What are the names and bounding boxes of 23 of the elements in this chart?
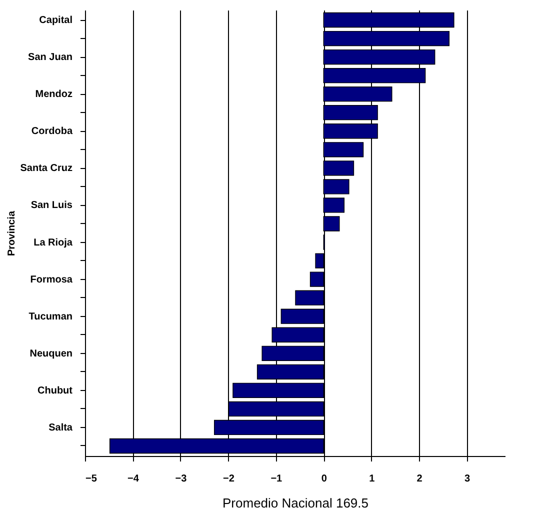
y-tick-label: Neuquen: [30, 348, 72, 360]
y-tick-label: Salta: [48, 422, 73, 434]
x-tick-label: −3: [175, 474, 188, 484]
x-tick-label: −2: [222, 474, 235, 484]
y-tick-label: Santa Cruz: [20, 163, 72, 174]
y-tick-label: Formosa: [30, 274, 73, 286]
x-tick-label: −4: [128, 474, 140, 484]
x-axis-title: Promedio Nacional 169.5: [222, 496, 368, 510]
y-tick-label: San Juan: [28, 52, 72, 64]
x-tick-label: 1: [369, 474, 376, 484]
x-tick-label: 0: [321, 474, 328, 484]
y-tick-label: Tucuman: [28, 311, 72, 322]
y-tick-label: Chubut: [38, 385, 74, 396]
x-tick-label: 3: [464, 474, 471, 484]
y-tick-label: Cordoba: [31, 126, 73, 138]
x-tick-label: −1: [270, 474, 283, 484]
x-tick-label: 2: [416, 474, 423, 484]
x-tick-label: −5: [86, 474, 98, 484]
y-tick-label: La Rioja: [34, 237, 73, 248]
y-tick-label: Mendoz: [35, 89, 72, 100]
y-axis-title: Provincia: [6, 210, 18, 256]
y-tick-label: San Luis: [30, 200, 73, 212]
y-tick-label: Capital: [39, 15, 73, 26]
